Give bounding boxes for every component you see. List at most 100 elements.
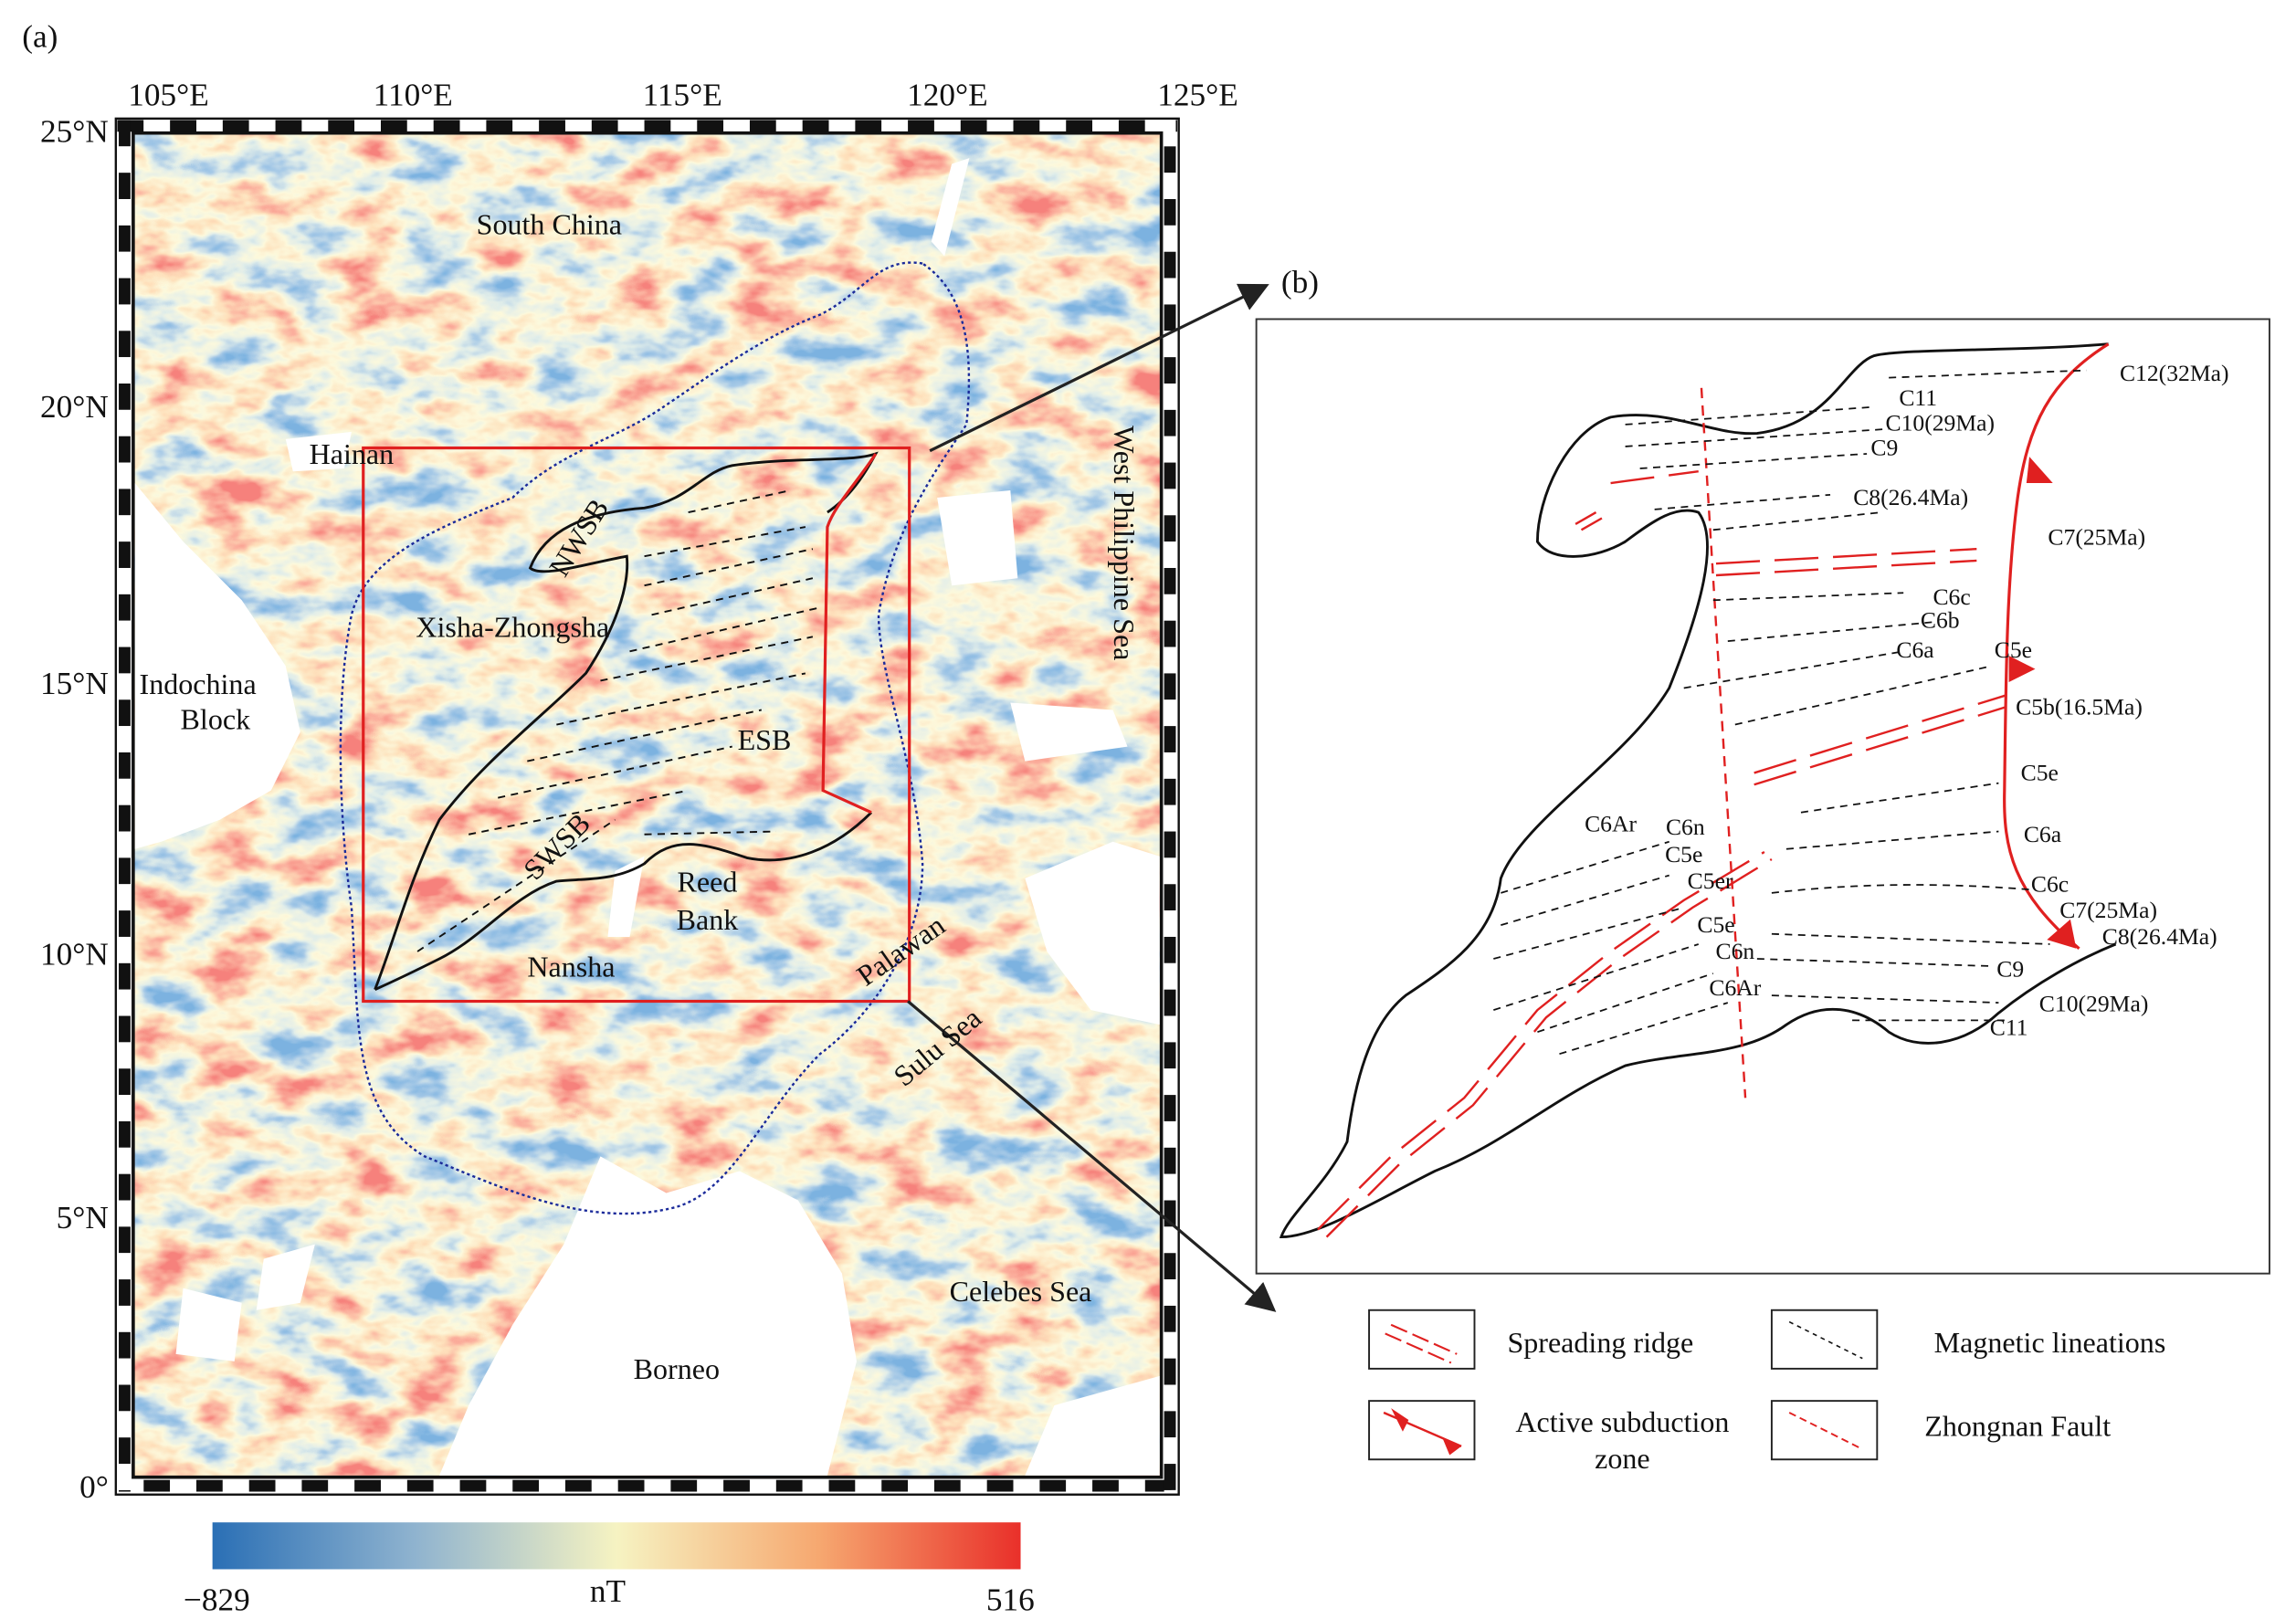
frame-segment bbox=[119, 1120, 131, 1148]
frame-segment bbox=[697, 1479, 724, 1492]
frame-segment bbox=[855, 120, 882, 132]
place-label: ESB bbox=[738, 723, 792, 756]
frame-segment bbox=[1164, 409, 1176, 436]
lineation-label: C5er bbox=[1688, 867, 1733, 894]
longitude-label: 125°E bbox=[1157, 77, 1238, 112]
frame-segment bbox=[119, 199, 131, 226]
zoom-arrow bbox=[907, 1000, 1277, 1312]
frame-segment bbox=[802, 120, 829, 132]
lineation-label: C8(26.4Ma) bbox=[2102, 923, 2217, 950]
place-label: Indochina bbox=[140, 668, 257, 700]
frame-segment bbox=[1164, 1095, 1176, 1121]
lineation-label: C10(29Ma) bbox=[2039, 991, 2149, 1017]
frame-segment bbox=[697, 120, 724, 132]
frame-segment bbox=[196, 120, 223, 132]
latitude-label: 5°N bbox=[57, 1200, 109, 1235]
lineation bbox=[1734, 665, 1992, 726]
frame-segment bbox=[119, 251, 131, 279]
frame-segment bbox=[119, 857, 131, 885]
frame-segment bbox=[1039, 1479, 1067, 1492]
frame-segment bbox=[749, 1479, 776, 1492]
legend-swatch bbox=[1788, 1412, 1863, 1450]
frame-segment bbox=[1164, 331, 1176, 358]
frame-segment bbox=[143, 120, 171, 132]
basin-outline-b bbox=[1279, 342, 2117, 1239]
frame-segment bbox=[119, 620, 131, 647]
frame-segment bbox=[1164, 173, 1176, 200]
frame-segment bbox=[1164, 278, 1176, 305]
lineation-label: C5b(16.5Ma) bbox=[2016, 693, 2143, 720]
frame-segment bbox=[1164, 251, 1176, 279]
frame-segment bbox=[775, 1479, 803, 1492]
frame-segment bbox=[119, 304, 131, 331]
frame-segment bbox=[1164, 726, 1176, 752]
legend-label: Magnetic lineations bbox=[1934, 1326, 2166, 1359]
frame-segment bbox=[1066, 120, 1093, 132]
frame-segment bbox=[1164, 1042, 1176, 1069]
lineation-label: C5e bbox=[1665, 841, 1702, 867]
frame-segment bbox=[1164, 989, 1176, 1016]
frame-segment bbox=[222, 1479, 249, 1492]
frame-segment bbox=[433, 120, 460, 132]
colorbar bbox=[212, 1522, 1021, 1570]
frame-segment bbox=[119, 120, 131, 147]
lineation-label: C6c bbox=[1933, 583, 1970, 610]
frame-segment bbox=[119, 962, 131, 990]
legend-label: zone bbox=[1595, 1442, 1650, 1475]
lineation bbox=[1654, 493, 1831, 510]
frame-segment bbox=[1164, 1358, 1176, 1385]
frame-segment bbox=[119, 225, 131, 252]
place-label: Block bbox=[181, 702, 252, 735]
frame-segment bbox=[1164, 384, 1176, 410]
frame-segment bbox=[119, 936, 131, 963]
panel-label: (b) bbox=[1281, 265, 1319, 300]
place-label: Borneo bbox=[634, 1352, 720, 1385]
place-label: Celebes Sea bbox=[950, 1275, 1092, 1308]
frame-segment bbox=[1164, 567, 1176, 594]
lineation bbox=[556, 672, 806, 726]
lineation-label: C6n bbox=[1666, 814, 1705, 840]
frame-segment bbox=[1164, 1226, 1176, 1254]
frame-segment bbox=[1164, 1305, 1176, 1332]
zhongnan-fault bbox=[1700, 387, 1747, 1099]
frame-segment bbox=[406, 1479, 434, 1492]
lineation-label: C6Ar bbox=[1709, 974, 1761, 1001]
frame-segment bbox=[1164, 699, 1176, 727]
spreading-ridge bbox=[1715, 547, 1977, 577]
frame-segment bbox=[119, 1200, 131, 1227]
place-label: West Philippine Sea bbox=[1108, 426, 1141, 660]
frame-segment bbox=[328, 120, 355, 132]
frame-segment bbox=[986, 1479, 1014, 1492]
lineation bbox=[1493, 907, 1684, 960]
frame-segment bbox=[275, 120, 302, 132]
frame-segment bbox=[119, 647, 131, 674]
frame-segment bbox=[644, 1479, 671, 1492]
frame-segment bbox=[1164, 120, 1176, 147]
lineation bbox=[498, 745, 732, 799]
frame-segment bbox=[1164, 436, 1176, 463]
frame-segment bbox=[960, 1479, 987, 1492]
frame-segment bbox=[119, 357, 131, 384]
study-area-box bbox=[362, 446, 911, 1004]
lineation bbox=[1785, 830, 1999, 850]
frame-segment bbox=[486, 1479, 513, 1492]
land-mask bbox=[439, 1156, 857, 1476]
frame-segment bbox=[119, 594, 131, 621]
frame-segment bbox=[539, 1479, 565, 1492]
frame-segment bbox=[933, 1479, 961, 1492]
frame-segment bbox=[119, 1305, 131, 1332]
frame-segment bbox=[1164, 1068, 1176, 1096]
frame-segment bbox=[670, 1479, 698, 1492]
frame-segment bbox=[119, 515, 131, 542]
frame-segment bbox=[380, 120, 407, 132]
frame-segment bbox=[1013, 1479, 1040, 1492]
frame-segment bbox=[564, 1479, 592, 1492]
lineations-b bbox=[1493, 369, 2087, 1056]
frame-segment bbox=[1164, 1120, 1176, 1148]
frame-segment bbox=[1164, 647, 1176, 674]
spreading-ridge bbox=[1317, 850, 1773, 1238]
frame-segment bbox=[275, 1479, 302, 1492]
frame-segment bbox=[119, 1147, 131, 1174]
colorbar-unit: nT bbox=[590, 1573, 626, 1609]
land-mask bbox=[1010, 702, 1128, 762]
